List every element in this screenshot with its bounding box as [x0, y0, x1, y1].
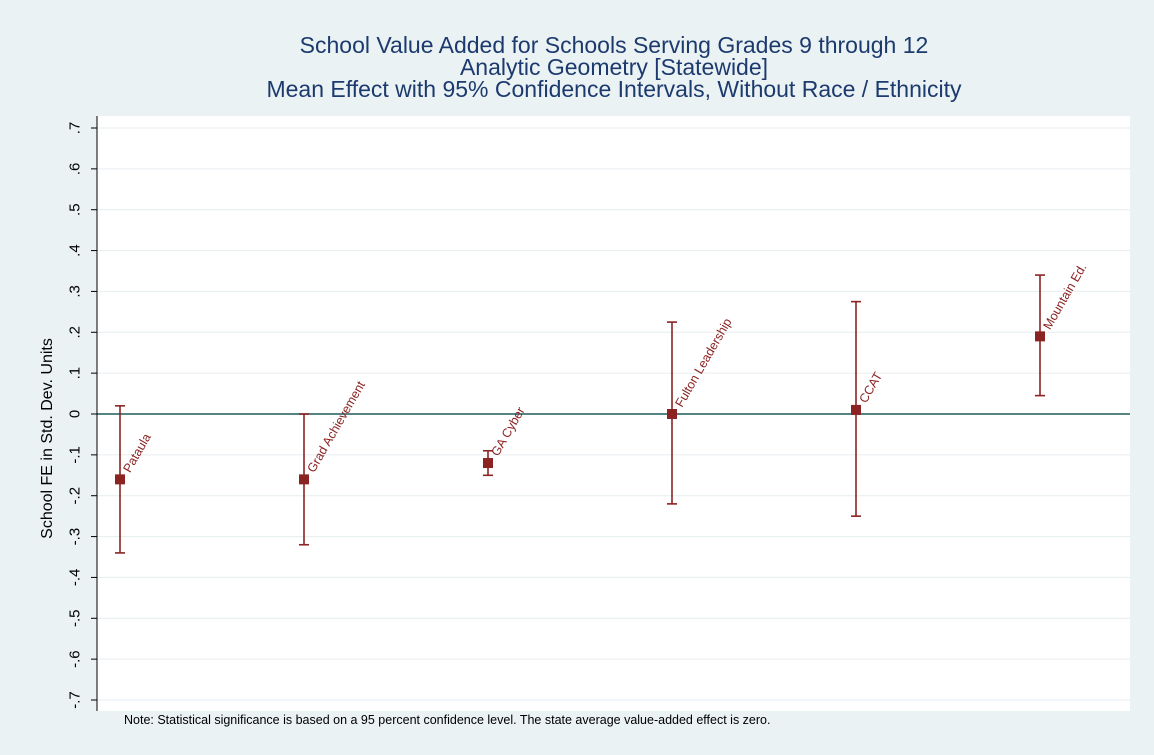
- y-tick-label: -.2: [67, 487, 84, 505]
- y-tick-label: .4: [67, 244, 84, 257]
- y-tick-label: .7: [67, 122, 84, 135]
- y-tick-label: .6: [67, 163, 84, 176]
- y-tick-label: .2: [67, 326, 84, 339]
- grid-lines: [97, 127, 1130, 701]
- chart-subtitle-2: Mean Effect with 95% Confidence Interval…: [266, 76, 962, 102]
- mean-marker: [851, 404, 861, 415]
- y-tick-label: -.4: [67, 569, 84, 587]
- y-axis-ticks: .7 .6 .5 .4 .3 .2 .1 0 -.1 -.2 -.3 -.4 -.5 -.6 -.7: [67, 122, 97, 709]
- y-tick-label: -.1: [67, 446, 84, 464]
- y-tick-label: .3: [67, 285, 84, 298]
- y-tick-label: -.7: [67, 691, 84, 709]
- chart-subtitle-1: Analytic Geometry [Statewide]: [459, 54, 769, 80]
- y-tick-label: .1: [67, 367, 84, 380]
- chart-note: Note: Statistical significance is based …: [124, 713, 770, 727]
- y-axis-label: School FE in Std. Dev. Units: [39, 338, 56, 539]
- y-tick-label: -.5: [67, 610, 84, 628]
- chart-titles: School Value Added for Schools Serving G…: [0, 32, 1154, 102]
- y-tick-label: 0: [67, 410, 84, 418]
- mean-marker: [667, 409, 677, 419]
- mean-marker: [1035, 331, 1045, 342]
- mean-marker: [299, 474, 309, 485]
- y-tick-label: -.3: [67, 528, 84, 546]
- y-tick-label: -.6: [67, 650, 84, 668]
- y-tick-label: .5: [67, 203, 84, 216]
- mean-marker: [115, 474, 125, 485]
- chart-title: School Value Added for Schools Serving G…: [299, 32, 929, 58]
- mean-marker: [483, 458, 493, 469]
